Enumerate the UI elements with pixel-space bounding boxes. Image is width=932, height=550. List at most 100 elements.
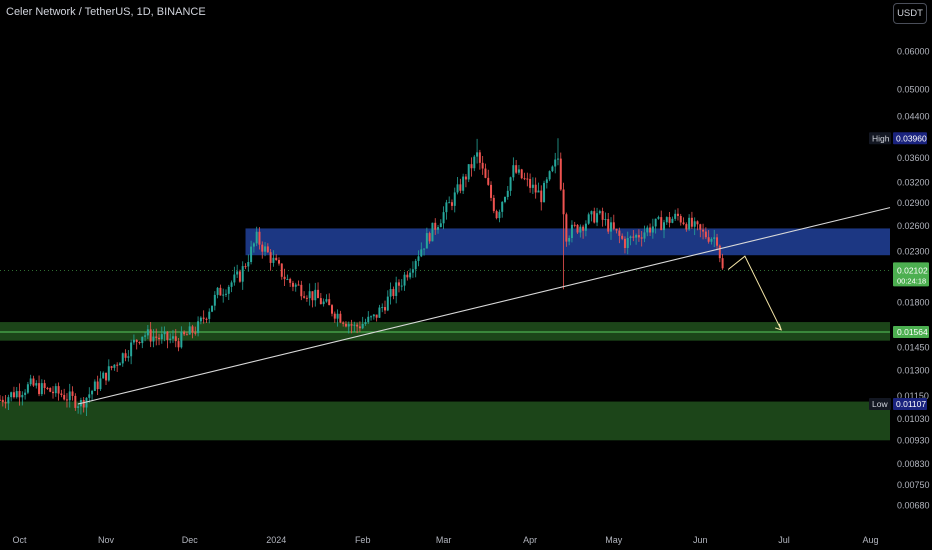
time-axis-label: Dec <box>182 535 199 545</box>
candle-body <box>146 329 149 336</box>
candle-body <box>621 235 624 239</box>
candle-body <box>545 179 548 183</box>
candle-body <box>99 378 102 390</box>
candle-body <box>637 235 640 238</box>
time-axis-label: 2024 <box>266 535 286 545</box>
candle-body <box>40 383 43 395</box>
candle-body <box>663 222 666 231</box>
candle-body <box>213 294 216 306</box>
current-price-value: 0.02102 <box>897 265 928 275</box>
candle-body <box>35 383 38 386</box>
candle-body <box>568 238 571 242</box>
candle-body <box>158 337 161 340</box>
candle-body <box>487 177 490 185</box>
candle-body <box>57 386 60 394</box>
candle-body <box>275 257 278 261</box>
candle-body <box>199 317 202 322</box>
candles <box>0 138 724 416</box>
candle-body <box>381 307 384 309</box>
candle-body <box>403 274 406 286</box>
price-tick-label: 0.01450 <box>897 343 930 353</box>
candle-body <box>132 339 135 343</box>
current-price-tag <box>893 262 929 287</box>
candle-body <box>498 211 501 219</box>
candle-body <box>409 272 412 278</box>
price-tick-label: 0.02600 <box>897 221 930 231</box>
candle-body <box>456 184 459 193</box>
candle-body <box>32 378 35 386</box>
candle-body <box>155 336 158 338</box>
candle-body <box>364 322 367 324</box>
candle-body <box>509 177 512 191</box>
candle-body <box>15 391 18 398</box>
candle-body <box>43 383 46 388</box>
candle-body <box>618 230 621 236</box>
candle-body <box>96 381 99 390</box>
high-tag-label: High <box>872 133 890 143</box>
candle-body <box>216 287 219 295</box>
zone-resistance <box>245 228 891 256</box>
trendline <box>77 207 891 405</box>
candle-body <box>372 314 375 317</box>
candle-body <box>540 190 543 203</box>
currency-button[interactable]: USDT <box>893 3 927 24</box>
candle-body <box>384 307 387 311</box>
candle-body <box>361 323 364 329</box>
candle-body <box>311 291 314 301</box>
candle-body <box>526 178 529 180</box>
candle-body <box>60 393 63 395</box>
candle-body <box>704 231 707 238</box>
price-tick-label: 0.01800 <box>897 298 930 308</box>
price-tick-label: 0.01300 <box>897 366 930 376</box>
candle-body <box>548 171 551 180</box>
candle-body <box>247 262 250 267</box>
candle-body <box>501 201 504 212</box>
candle-body <box>169 338 172 340</box>
candle-body <box>654 218 657 227</box>
candle-body <box>506 190 509 197</box>
candle-body <box>537 190 540 193</box>
candle-body <box>160 334 163 340</box>
candle-body <box>93 381 96 391</box>
candle-body <box>347 324 350 327</box>
candle-body <box>289 279 292 283</box>
candle-body <box>202 317 205 319</box>
candle-body <box>328 299 331 306</box>
candle-body <box>54 386 57 394</box>
candle-body <box>668 217 671 223</box>
candle-body <box>453 192 456 206</box>
candle-body <box>303 296 306 298</box>
price-tick-label: 0.01150 <box>897 391 929 401</box>
candle-body <box>342 322 345 324</box>
time-axis-label: Jun <box>693 535 708 545</box>
candle-body <box>163 331 166 335</box>
candle-body <box>49 388 52 392</box>
low-tag-label-bg <box>869 398 891 411</box>
candle-body <box>556 158 559 160</box>
candle-body <box>598 211 601 214</box>
candle-body <box>375 314 378 318</box>
candle-body <box>610 222 613 232</box>
candle-body <box>135 339 138 342</box>
candle-body <box>10 392 13 398</box>
price-tick-label: 0.05000 <box>897 85 930 95</box>
candle-body <box>570 224 573 239</box>
high-tag-value: 0.03960 <box>896 133 927 143</box>
price-tick-label: 0.04400 <box>897 111 930 121</box>
candle-body <box>46 387 49 389</box>
candle-body <box>149 329 152 342</box>
candle-body <box>573 224 576 226</box>
candle-body <box>676 213 679 216</box>
candle-body <box>417 256 420 261</box>
price-tick-label: 0.00750 <box>897 480 930 490</box>
candle-body <box>450 202 453 206</box>
candle-body <box>350 324 353 326</box>
zone-lower-support <box>0 401 890 441</box>
time-axis-label: May <box>605 535 623 545</box>
candle-body <box>649 227 652 233</box>
candle-body <box>492 197 495 212</box>
candle-body <box>171 336 174 339</box>
candle-body <box>517 169 520 173</box>
